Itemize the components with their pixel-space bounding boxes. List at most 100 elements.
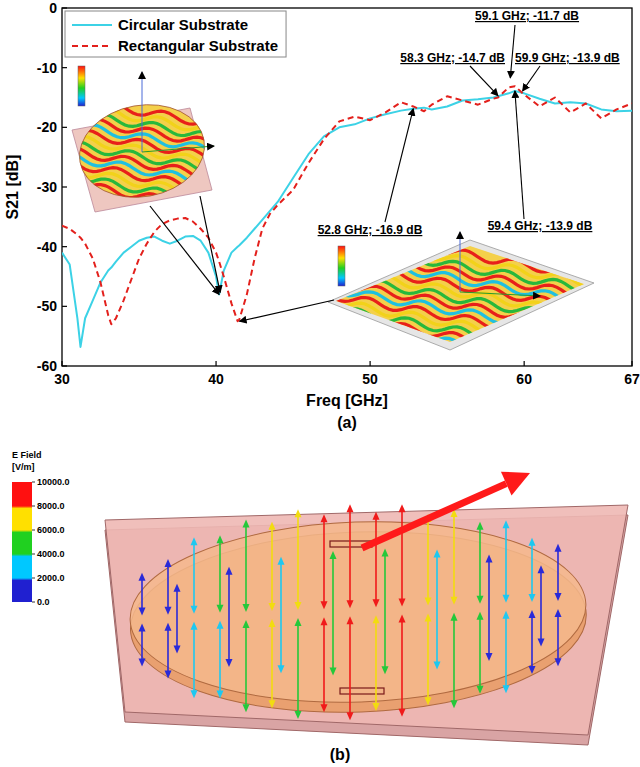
disc-top — [127, 514, 589, 710]
vector-head — [529, 610, 536, 618]
field-stripes — [73, 98, 213, 244]
vector-head — [503, 685, 510, 693]
vector-head — [226, 659, 233, 667]
vector-shaft — [557, 550, 559, 595]
annotation-label: 59.1 GHz; -11.7 dB — [475, 9, 579, 23]
field-stripe — [325, 326, 593, 375]
legend-swatch — [72, 24, 112, 26]
vector-shaft — [531, 544, 533, 596]
inset-colorbar — [338, 246, 345, 286]
vector-head — [295, 602, 302, 610]
vector-head — [425, 697, 432, 705]
y-tick — [62, 7, 67, 8]
vector-head — [226, 567, 233, 575]
vector-head — [382, 666, 389, 674]
y-tick-label: -60 — [37, 358, 57, 374]
field-stripes — [325, 228, 593, 403]
y-tick-label: -40 — [37, 239, 57, 255]
field-stripe — [73, 185, 213, 208]
vector-head — [217, 605, 224, 613]
vector-head — [503, 611, 510, 619]
inset-axis — [460, 292, 540, 296]
vector-head — [243, 704, 250, 712]
inset-colorbar — [78, 66, 85, 106]
vector-head — [399, 598, 406, 606]
y-axis-title: S21 [dB] — [4, 155, 21, 220]
propagation-arrow — [362, 484, 506, 548]
x-tick-label: 40 — [208, 371, 224, 387]
vector-head — [217, 535, 224, 543]
vector-head — [191, 606, 198, 614]
vector-shaft — [193, 543, 195, 608]
x-tick-label: 50 — [362, 371, 378, 387]
propagation-arrow-head — [501, 472, 530, 496]
y-tick — [62, 67, 67, 68]
annotation-arrow — [470, 66, 498, 96]
vector-shaft — [176, 590, 178, 648]
vector-head — [477, 686, 484, 694]
vector-shaft — [219, 541, 221, 607]
x-tick — [61, 361, 62, 366]
vector-shaft — [453, 619, 455, 703]
colorbar-tick — [32, 554, 35, 555]
vector-head — [321, 704, 328, 712]
vector-shaft — [375, 621, 377, 705]
vector-head — [165, 607, 172, 615]
field-stripe — [73, 207, 213, 238]
colorbar-label: 0.0 — [37, 597, 50, 607]
field-stripe — [325, 331, 593, 380]
field-stripe — [73, 202, 213, 233]
vector-shaft — [540, 571, 542, 640]
vector-shaft — [349, 510, 351, 602]
colorbar-tick — [32, 506, 35, 507]
vector-shaft — [531, 616, 533, 668]
vector-head — [555, 544, 562, 552]
vector-head — [503, 595, 510, 603]
rectangular-inset — [325, 228, 594, 403]
vector-shaft — [167, 565, 169, 609]
colorbar-tick — [32, 602, 35, 603]
field-vectors — [139, 504, 562, 720]
vector-head — [243, 620, 250, 628]
vector-shaft — [245, 626, 247, 706]
vector-head — [538, 565, 545, 573]
vector-head — [139, 658, 146, 666]
vector-head — [139, 573, 146, 581]
vector-head — [191, 537, 198, 545]
feed-line — [340, 688, 384, 694]
field-stripe — [325, 343, 593, 395]
vector-head — [347, 712, 354, 720]
vector-head — [347, 504, 354, 512]
field-stripe — [325, 292, 593, 346]
vector-head — [321, 514, 328, 522]
field-stripe — [73, 213, 213, 244]
annotation-arrow — [523, 66, 540, 91]
vector-head — [373, 703, 380, 711]
vector-shaft — [427, 520, 429, 600]
panel-label: (a) — [337, 414, 357, 431]
vector-head — [217, 690, 224, 698]
vector-head — [269, 603, 276, 611]
vector-head — [425, 598, 432, 606]
vector-head — [278, 557, 285, 565]
vector-shaft — [349, 622, 351, 714]
vector-shaft — [332, 557, 334, 670]
vector-shaft — [453, 515, 455, 599]
vector-shaft — [219, 627, 221, 693]
annotation-label: 58.3 GHz; -14.7 dB — [400, 51, 505, 65]
plot-frame — [62, 8, 632, 366]
vector-head — [477, 596, 484, 604]
colorbar-unit: [V/m] — [12, 462, 35, 472]
vector-shaft — [280, 563, 282, 668]
vector-head — [295, 618, 302, 626]
vector-shaft — [297, 624, 299, 713]
vector-head — [555, 609, 562, 617]
vector-head — [425, 614, 432, 622]
vector-shaft — [557, 615, 559, 660]
vector-head — [477, 612, 484, 620]
vector-shaft — [228, 573, 230, 661]
vector-head — [139, 624, 146, 632]
vector-head — [278, 665, 285, 673]
vector-head — [174, 584, 181, 592]
vector-head — [486, 554, 493, 562]
